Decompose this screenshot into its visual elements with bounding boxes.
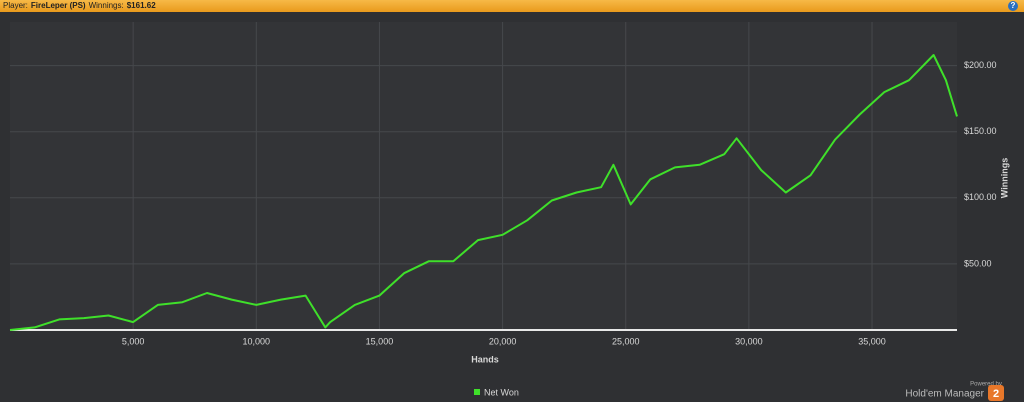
winnings-label: Winnings: (88, 1, 124, 10)
x-tick-label: 15,000 (366, 336, 394, 346)
powered-by: Powered by (970, 382, 1002, 388)
player-name: FireLeper (PS) (30, 1, 86, 10)
brand-logo-text: 2 (993, 388, 999, 400)
y-tick-label: $150.00 (964, 126, 997, 136)
header-bar: Player: FireLeper (PS) Winnings: $161.62 ? (0, 0, 1024, 12)
legend-swatch (474, 389, 480, 395)
brand-name: Hold'em Manager (905, 389, 984, 400)
x-tick-label: 20,000 (489, 336, 517, 346)
help-button[interactable]: ? (1008, 1, 1018, 11)
player-label: Player: (3, 1, 28, 10)
x-tick-label: 5,000 (122, 336, 145, 346)
brand-logo (988, 385, 1004, 401)
y-axis-title: Winnings (999, 158, 1009, 198)
legend-label: Net Won (484, 387, 519, 397)
x-tick-label: 10,000 (243, 336, 271, 346)
line-series (9, 54, 958, 331)
chart: Hands Winnings Powered by Hold'em Manage… (9, 22, 1009, 401)
y-tick-label: $100.00 (964, 192, 997, 202)
y-tick-label: $50.00 (964, 258, 992, 268)
y-tick-label: $200.00 (964, 60, 997, 70)
winnings-value: $161.62 (126, 1, 156, 10)
plot-area (10, 22, 957, 330)
x-tick-label: 25,000 (612, 336, 640, 346)
x-axis-title: Hands (471, 354, 499, 364)
x-tick-label: 35,000 (858, 336, 886, 346)
x-tick-label: 30,000 (735, 336, 763, 346)
